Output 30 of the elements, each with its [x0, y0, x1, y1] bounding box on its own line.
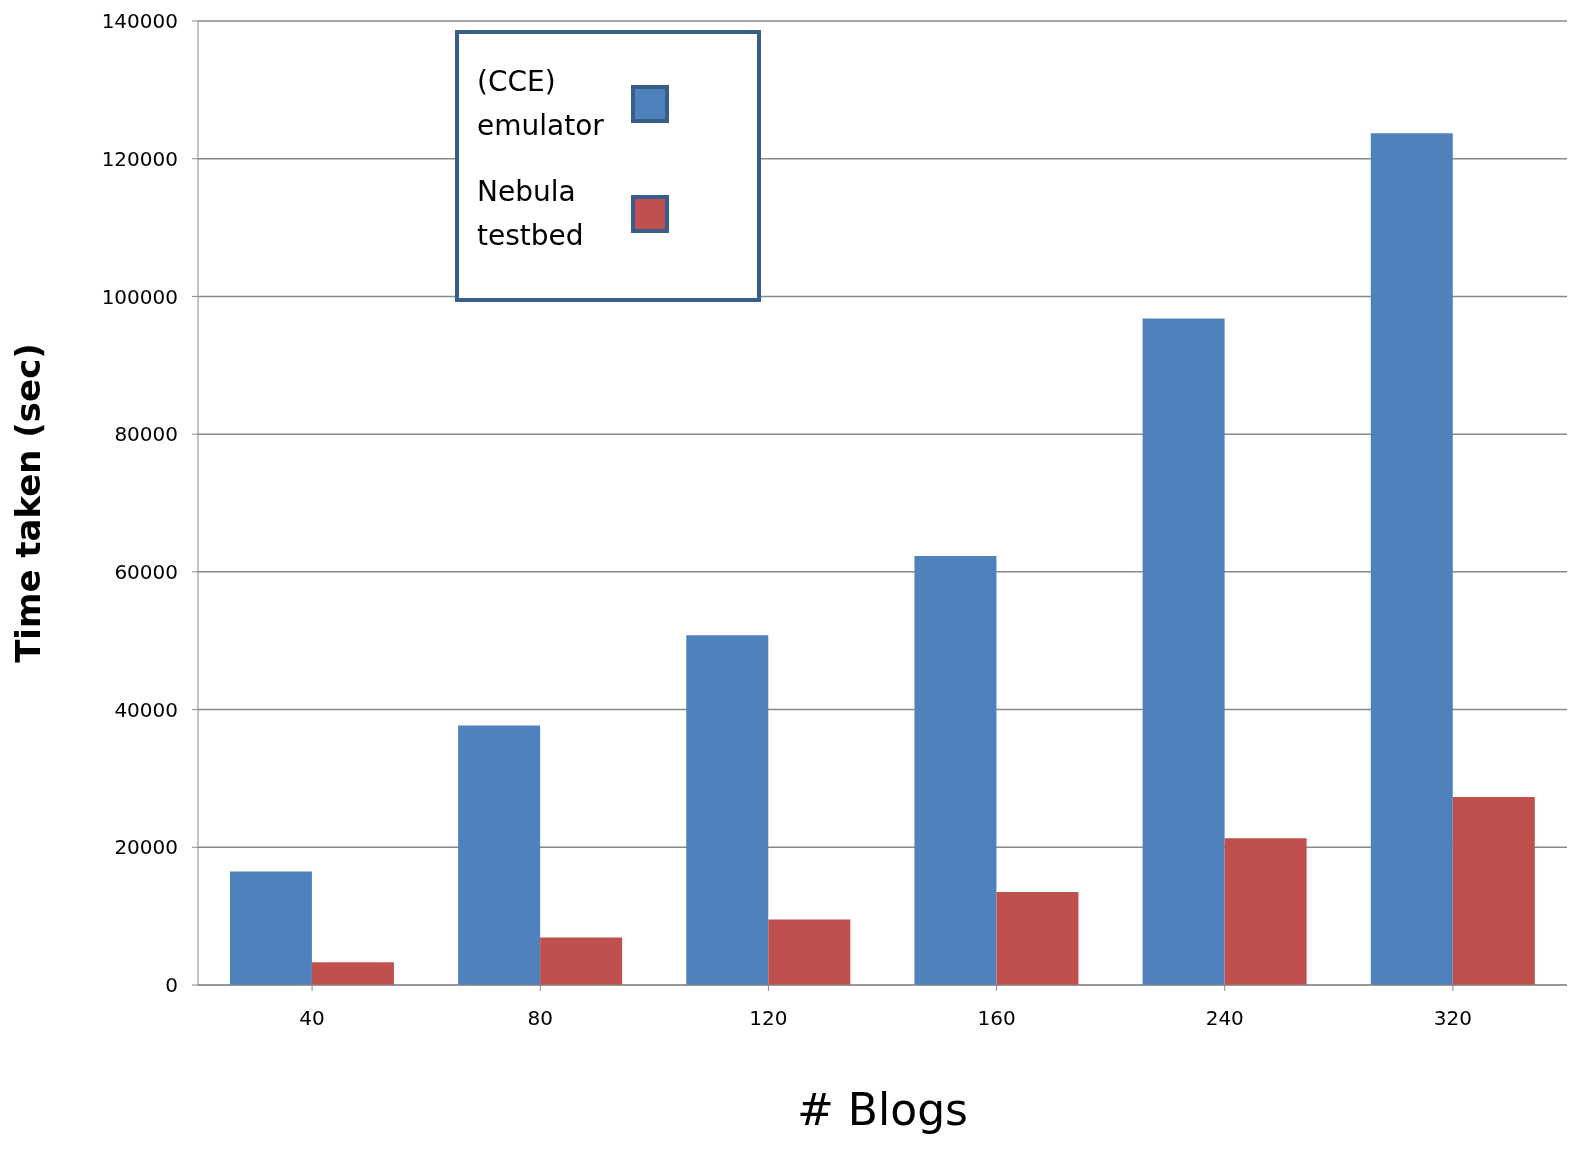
- y-tick-label: 0: [165, 973, 178, 998]
- x-tick-label: 40: [299, 1006, 325, 1031]
- bar: [1224, 838, 1307, 985]
- y-tick-label: 120000: [101, 146, 178, 171]
- y-axis-title: Time taken (sec): [8, 343, 49, 663]
- bar: [311, 962, 394, 985]
- bar: [1142, 318, 1225, 985]
- bar: [1452, 797, 1535, 985]
- x-tick-label: 120: [749, 1006, 788, 1031]
- bar: [229, 871, 312, 985]
- y-tick-label: 140000: [101, 9, 178, 34]
- y-tick-label: 40000: [114, 697, 178, 722]
- legend-label: Nebula testbed: [477, 174, 585, 254]
- bar: [686, 635, 769, 985]
- bar: [1370, 133, 1453, 985]
- bar: [996, 892, 1079, 985]
- y-tick-label: 80000: [114, 422, 178, 447]
- y-tick-label: 60000: [114, 559, 178, 584]
- bar: [458, 725, 541, 985]
- bar: [540, 937, 623, 985]
- bar: [914, 556, 997, 985]
- x-tick-label: 80: [527, 1006, 553, 1031]
- bar: [768, 919, 851, 985]
- legend-label: (CCE) emulator: [477, 64, 605, 144]
- x-tick-label: 320: [1433, 1006, 1473, 1031]
- y-tick-label: 20000: [114, 835, 178, 860]
- x-tick-label: 240: [1205, 1006, 1244, 1031]
- x-axis-title: # Blogs: [796, 1084, 969, 1135]
- y-tick-label: 100000: [101, 284, 178, 309]
- x-tick-label: 160: [977, 1006, 1016, 1031]
